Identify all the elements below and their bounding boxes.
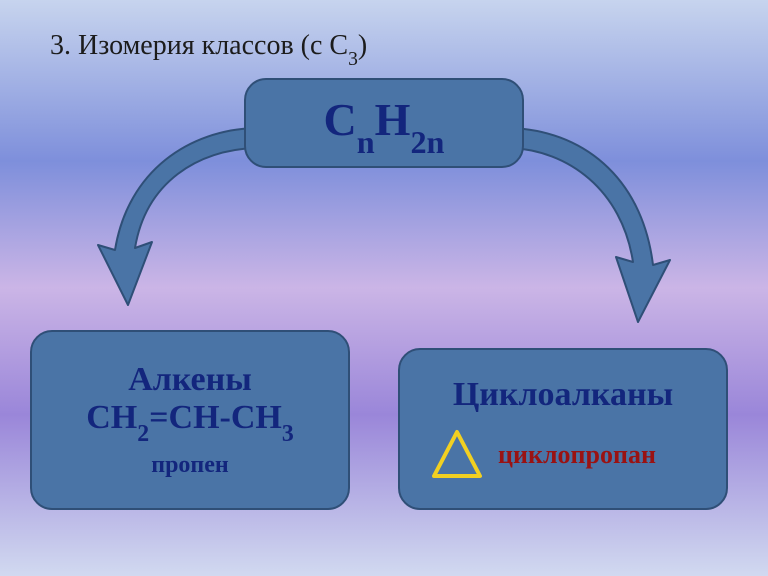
alkenes-formula: CH2=CH-CH3 [86, 399, 294, 443]
alkenes-CH: CH [86, 399, 137, 436]
heading-sub: 3 [348, 49, 358, 70]
alkenes-mid: =CH-CH [149, 399, 282, 436]
alkenes-title: Алкены [128, 361, 252, 399]
alkenes-2: 2 [137, 421, 149, 447]
heading-text: 3. Изомерия классов (с С [50, 30, 348, 61]
formula-C: C [324, 94, 357, 145]
alkenes-sublabel: пропен [151, 452, 228, 479]
formula-H: H [375, 94, 411, 145]
formula-n: n [357, 124, 375, 160]
formula-2n: 2n [410, 124, 444, 160]
cycloalkanes-sublabel: циклопропан [498, 440, 656, 470]
cycloalkanes-box: Циклоалканы циклопропан [398, 348, 728, 510]
slide-heading: 3. Изомерия классов (с С3) [50, 30, 367, 67]
alkenes-3: 3 [282, 421, 294, 447]
heading-suffix: ) [358, 30, 367, 61]
triangle-icon [430, 428, 484, 482]
formula-box: CnH2n [244, 78, 524, 168]
alkenes-box: Алкены CH2=CH-CH3 пропен [30, 330, 350, 510]
formula-text: CnH2n [324, 93, 445, 153]
cycloalkanes-title: Циклоалканы [453, 376, 673, 414]
